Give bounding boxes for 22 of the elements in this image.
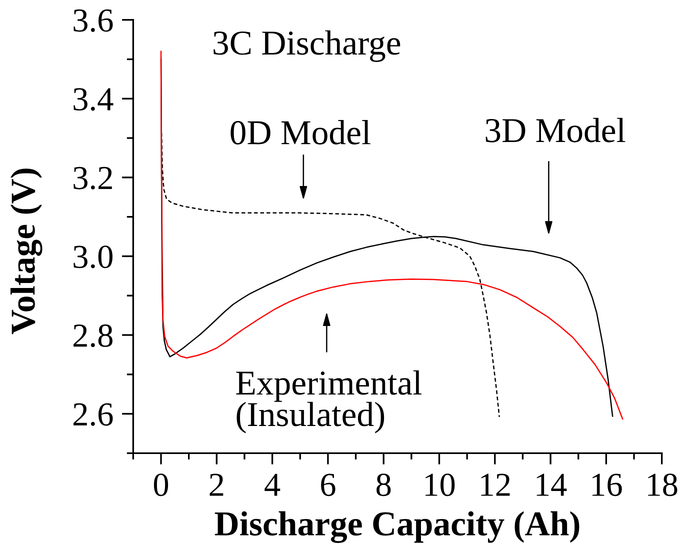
x-tick-label: 4 [264, 474, 280, 496]
y-tick-label: 3.4 [74, 88, 114, 111]
x-tick-label: 2 [210, 474, 224, 496]
x-tick-label: 10 [426, 474, 455, 496]
y-axis-title: Voltage (V) [10, 168, 42, 334]
x-tick-label: 18 [648, 474, 678, 496]
x-tick-label: 12 [481, 474, 510, 496]
annotation: 3D Model [486, 118, 626, 142]
x-tick-label: 8 [376, 474, 391, 496]
x-axis-title: Discharge Capacity (Ah) [214, 511, 580, 543]
annotation: 3C Discharge [214, 30, 400, 62]
y-tick-label: 2.6 [74, 403, 113, 426]
annotation: Experimental (Insulated) [236, 370, 422, 434]
x-tick-label: 16 [592, 474, 622, 496]
y-tick-label: 3.6 [74, 9, 113, 32]
x-tick-label: 0 [154, 474, 168, 496]
y-tick-label: 2.8 [74, 324, 112, 348]
x-tick-label: 6 [321, 474, 336, 496]
x-tick-label: 14 [536, 474, 567, 496]
y-tick-label: 3.2 [74, 166, 112, 190]
annotation: 0D Model [230, 120, 370, 144]
y-tick-label: 3.0 [74, 246, 112, 268]
